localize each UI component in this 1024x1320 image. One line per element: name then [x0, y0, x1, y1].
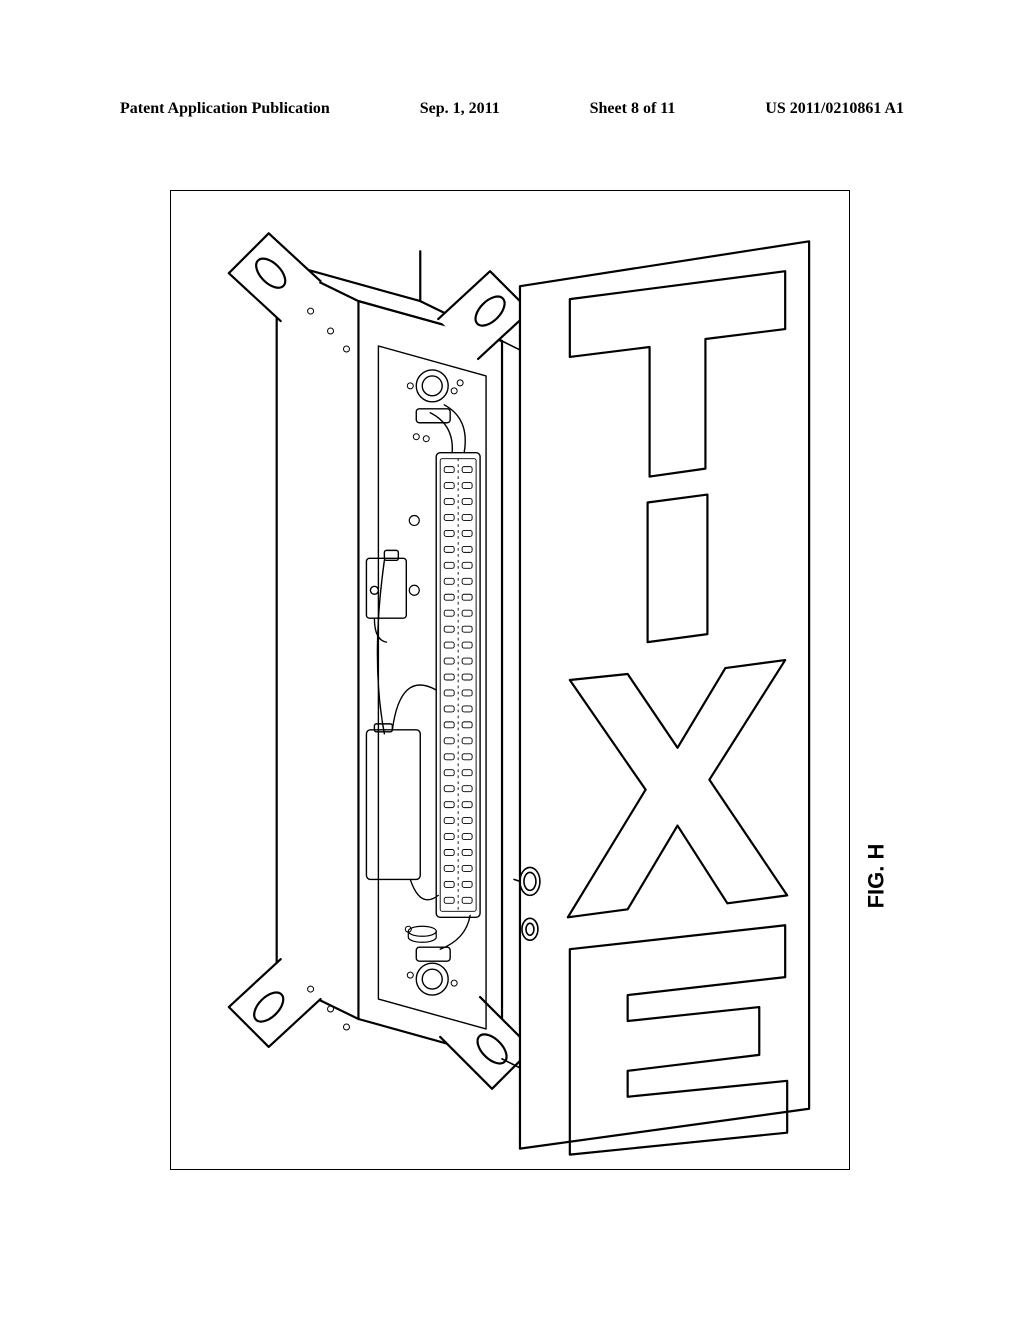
- page: Patent Application Publication Sep. 1, 2…: [0, 0, 1024, 1320]
- sheet-number: Sheet 8 of 11: [590, 100, 676, 118]
- patent-drawing: [171, 191, 849, 1169]
- publication-date: Sep. 1, 2011: [420, 100, 500, 118]
- publication-type: Patent Application Publication: [120, 100, 330, 118]
- publication-number: US 2011/0210861 A1: [765, 100, 904, 118]
- patent-header: Patent Application Publication Sep. 1, 2…: [120, 100, 904, 118]
- figure-label: FIG. H: [864, 844, 890, 909]
- figure: FIG. H: [170, 190, 850, 1170]
